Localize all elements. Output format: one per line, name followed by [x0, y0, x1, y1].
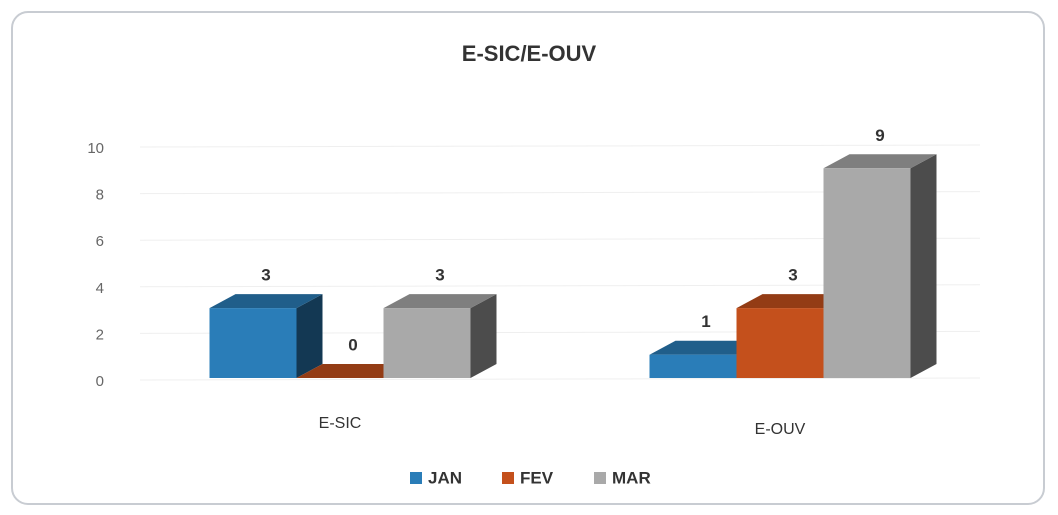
y-tick-label: 2 [96, 326, 104, 343]
bar-top [296, 364, 410, 378]
bar-top [736, 294, 850, 309]
y-tick-label: 8 [96, 187, 104, 204]
legend-swatch [594, 472, 606, 484]
bar-side [910, 154, 937, 378]
bar-top [383, 294, 497, 309]
chart-frame [11, 11, 1045, 505]
data-label: 0 [348, 335, 357, 354]
y-tick-label: 4 [96, 280, 104, 297]
legend-swatch [410, 472, 422, 484]
y-tick-label: 6 [96, 233, 104, 250]
legend-label: MAR [612, 468, 651, 487]
y-tick-label: 0 [96, 373, 104, 390]
x-tick-label: E-OUV [755, 421, 806, 438]
legend-swatch [502, 472, 514, 484]
data-label: 3 [435, 266, 444, 285]
bar [736, 308, 824, 378]
legend-label: JAN [428, 468, 462, 487]
legend-label: FEV [520, 468, 554, 487]
y-tick-label: 10 [87, 140, 104, 157]
grid-line [139, 144, 981, 148]
bar [649, 354, 737, 378]
data-label: 3 [788, 266, 797, 285]
bar-side [296, 294, 323, 378]
bar [383, 308, 471, 378]
bar-top [209, 294, 323, 309]
grid-line [139, 377, 981, 381]
x-tick-label: E-SIC [319, 415, 362, 432]
data-label: 1 [701, 312, 710, 331]
bar [823, 168, 911, 378]
chart-title: E-SIC/E-OUV [462, 41, 597, 66]
data-label: 9 [875, 126, 884, 145]
bar-top [649, 340, 763, 355]
bar-side [470, 294, 497, 378]
bar-top [823, 154, 937, 169]
data-label: 3 [261, 266, 270, 285]
bar [209, 308, 297, 378]
